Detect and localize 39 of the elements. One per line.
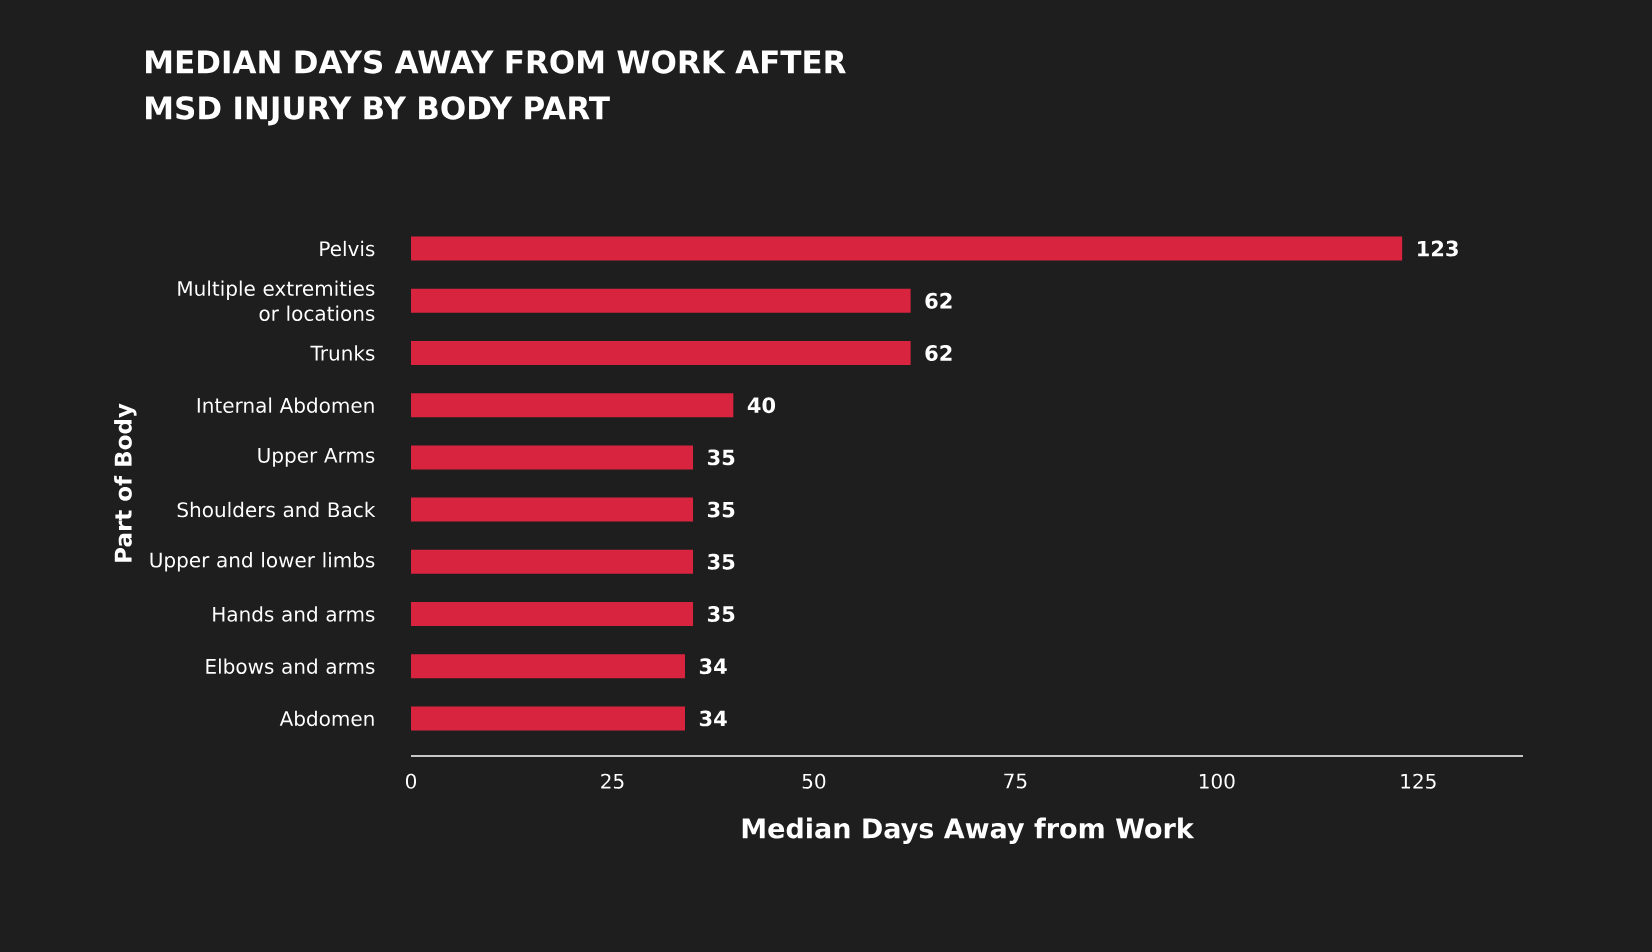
bar (411, 393, 734, 418)
data-label: 62 (925, 292, 952, 309)
y-tick-label: Multiple extremities or locations (178, 280, 375, 322)
bar (411, 602, 694, 626)
y-axis-title: Part of Body (114, 403, 137, 562)
y-tick-label: Abdomen (279, 710, 374, 727)
y-tick-label: Shoulders and Back (177, 501, 376, 518)
y-tick-label: Trunks (310, 345, 375, 361)
bar (411, 497, 694, 522)
data-label: 34 (699, 658, 727, 675)
data-label: 35 (707, 553, 735, 570)
x-tick-label: 75 (1004, 773, 1027, 789)
data-label: 40 (747, 397, 776, 414)
data-label: 34 (699, 710, 727, 727)
data-label: 35 (707, 501, 735, 518)
x-axis-title: Median Days Away from Work (742, 817, 1195, 844)
data-label: 35 (707, 449, 735, 466)
data-label: 62 (925, 345, 952, 361)
bar (411, 549, 694, 574)
bar (411, 288, 911, 313)
x-tick-label: 100 (1199, 773, 1235, 789)
x-tick-label: 25 (601, 773, 624, 789)
y-tick-label: Elbows and arms (206, 658, 375, 674)
y-tick-label: Pelvis (320, 240, 375, 257)
y-tick-label: Upper Arms (258, 448, 375, 467)
x-tick-label: 0 (405, 773, 417, 789)
bar (411, 236, 1403, 261)
bar (411, 706, 685, 731)
data-label: 35 (707, 606, 735, 622)
bar (411, 340, 911, 365)
bar (411, 654, 685, 679)
x-tick-label: 50 (802, 773, 826, 789)
chart-title: MEDIAN DAYS AWAY FROM WORK AFTER MSD INJURY BY BODY PART (146, 50, 846, 126)
y-tick-label: Upper and lower limbs (150, 552, 375, 572)
y-tick-label: Internal Abdomen (197, 397, 374, 413)
bar (411, 445, 694, 470)
data-label: 123 (1418, 240, 1458, 257)
x-tick-label: 125 (1401, 773, 1436, 789)
y-tick-label: Hands and arms (213, 606, 375, 622)
